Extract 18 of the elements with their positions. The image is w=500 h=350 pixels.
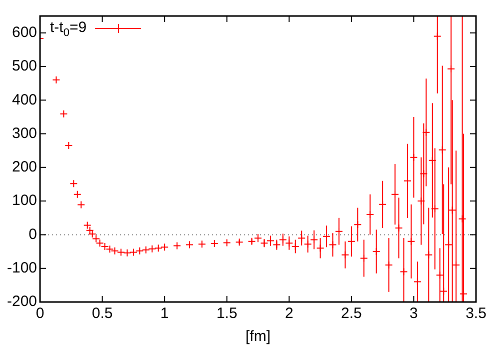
y-tick-label: 300 [12,124,38,142]
x-axis-title: [fm] [246,328,271,346]
x-tick-label: 2.5 [341,305,362,322]
y-tick-label: 200 [12,158,38,176]
y-tick-label: 500 [12,58,38,75]
legend-label: t-t$_{0}$=9 [50,19,87,39]
y-tick-label: 100 [12,192,38,210]
x-tick-label: 2 [284,305,294,322]
y-tick-label: -200 [6,293,38,310]
x-tick-label: 3.5 [466,305,486,322]
y-tick-label: -100 [6,259,38,276]
y-tick-label: 0 [28,226,38,243]
y-tick-label: 600 [12,24,38,41]
x-tick-label: 1.5 [216,305,238,322]
x-tick-label: 3 [410,305,418,322]
x-tick-label: 0.5 [92,305,113,322]
y-tick-label: 400 [12,91,38,108]
x-tick-label: 1 [160,305,169,322]
